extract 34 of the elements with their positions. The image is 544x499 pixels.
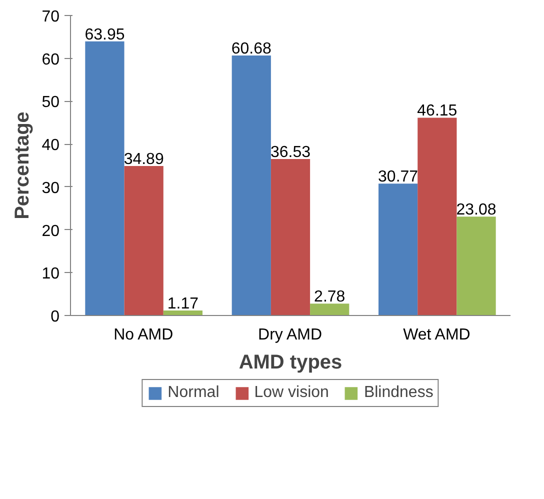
data-label: 63.95 bbox=[84, 26, 125, 44]
y-tick-label: 10 bbox=[42, 266, 60, 283]
bar bbox=[163, 310, 202, 316]
data-label: 36.53 bbox=[270, 144, 311, 161]
data-label: 30.77 bbox=[378, 168, 418, 186]
data-label: 23.08 bbox=[456, 202, 496, 219]
x-axis-title: AMD types bbox=[238, 352, 342, 374]
y-tick-label: 0 bbox=[50, 308, 60, 326]
x-tick-label: Dry AMD bbox=[258, 326, 322, 344]
legend-label: Blindness bbox=[364, 384, 434, 402]
y-tick-label: 20 bbox=[42, 222, 60, 240]
bar bbox=[378, 184, 418, 316]
data-label: 34.89 bbox=[124, 150, 164, 168]
bar bbox=[124, 166, 164, 316]
data-label: 60.68 bbox=[231, 40, 272, 58]
bar bbox=[418, 118, 457, 316]
y-tick-label: 60 bbox=[42, 51, 60, 68]
bar bbox=[270, 158, 310, 316]
y-tick-label: 50 bbox=[42, 94, 60, 112]
x-tick-label: No AMD bbox=[114, 326, 174, 344]
bar bbox=[456, 216, 496, 316]
data-label: 46.15 bbox=[417, 102, 458, 120]
y-tick-label: 30 bbox=[42, 180, 60, 197]
y-tick-label: 70 bbox=[42, 8, 60, 26]
y-tick-label: 40 bbox=[42, 137, 60, 154]
x-tick-label: Wet AMD bbox=[403, 326, 470, 344]
bar bbox=[310, 304, 350, 316]
data-label: 2.78 bbox=[314, 288, 346, 306]
bar bbox=[85, 41, 124, 316]
legend-label: Normal bbox=[168, 384, 220, 402]
legend-label: Low vision bbox=[254, 384, 329, 402]
y-axis-title: Percentage bbox=[12, 112, 34, 220]
bar bbox=[232, 55, 271, 316]
data-label: 1.17 bbox=[167, 295, 199, 312]
